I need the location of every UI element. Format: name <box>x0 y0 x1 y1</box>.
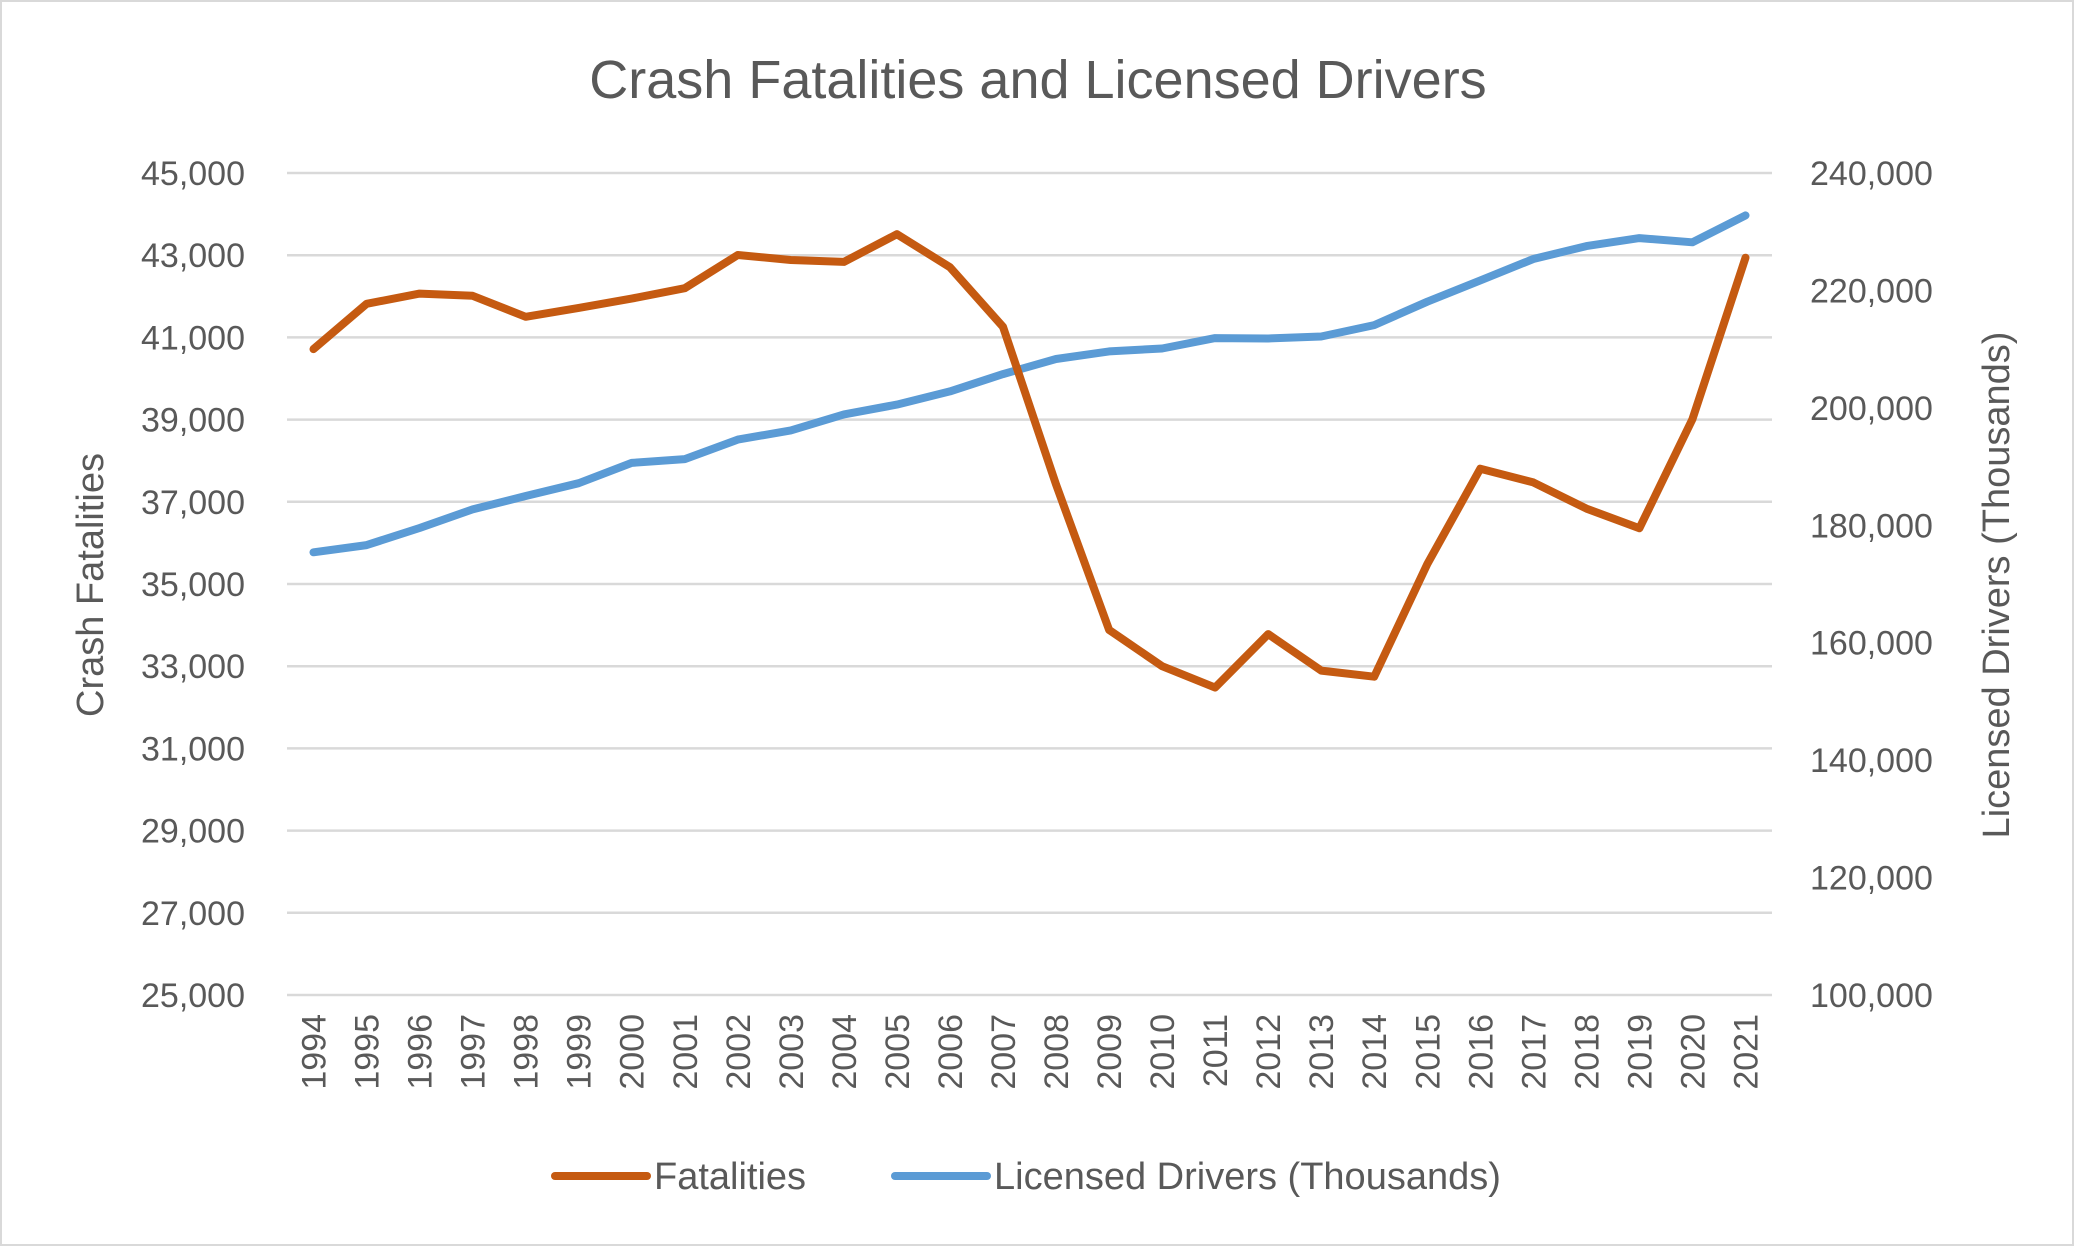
x-tick-label: 2010 <box>1144 1014 1182 1090</box>
left-tick-label: 33,000 <box>141 648 245 686</box>
x-tick-label: 2009 <box>1091 1014 1129 1090</box>
left-tick-label: 39,000 <box>141 402 245 440</box>
left-tick-label: 29,000 <box>141 813 245 851</box>
right-tick-label: 180,000 <box>1810 507 1933 545</box>
right-tick-label: 120,000 <box>1810 860 1933 898</box>
legend: Fatalities Licensed Drivers (Thousands) <box>551 1156 1501 1198</box>
x-axis-ticks: 1994 1995 1996 1997 1998 1999 2000 2001 2002 2003… <box>296 1014 1766 1090</box>
x-tick-label: 2005 <box>879 1014 917 1090</box>
x-tick-label: 2018 <box>1568 1014 1606 1090</box>
x-tick-label: 2021 <box>1727 1014 1765 1090</box>
x-tick-label: 2001 <box>667 1014 705 1090</box>
left-axis-ticks: 45,000 43,000 41,000 39,000 37,000 35,000 33,0… <box>141 155 245 1015</box>
x-tick-label: 2006 <box>932 1014 970 1090</box>
x-tick-label: 2003 <box>773 1014 811 1090</box>
right-tick-label: 220,000 <box>1810 272 1933 310</box>
gridlines <box>287 171 1772 997</box>
left-tick-label: 45,000 <box>141 155 245 193</box>
x-tick-label: 2007 <box>985 1014 1023 1090</box>
left-axis-title: Crash Fatalities <box>70 453 112 717</box>
x-tick-label: 2012 <box>1250 1014 1288 1090</box>
series-lines <box>309 211 1750 692</box>
x-tick-label: 2004 <box>826 1014 864 1090</box>
right-tick-label: 240,000 <box>1810 155 1933 193</box>
x-tick-label: 1996 <box>402 1014 440 1090</box>
x-tick-label: 2002 <box>720 1014 758 1090</box>
right-tick-label: 200,000 <box>1810 390 1933 428</box>
x-tick-label: 2017 <box>1515 1014 1553 1090</box>
right-axis-title: Licensed Drivers (Thousands) <box>1976 332 2018 839</box>
left-tick-label: 27,000 <box>141 895 245 933</box>
left-tick-label: 43,000 <box>141 237 245 275</box>
left-tick-label: 37,000 <box>141 484 245 522</box>
left-tick-label: 35,000 <box>141 566 245 604</box>
x-tick-label: 2011 <box>1197 1014 1235 1087</box>
x-tick-label: 1998 <box>508 1014 546 1090</box>
left-tick-label: 31,000 <box>141 730 245 768</box>
x-tick-label: 1997 <box>455 1014 493 1090</box>
x-tick-label: 1994 <box>296 1014 334 1090</box>
x-tick-label: 2019 <box>1621 1014 1659 1090</box>
x-tick-label: 2015 <box>1409 1014 1447 1090</box>
x-tick-label: 2020 <box>1674 1014 1712 1090</box>
chart-title: Crash Fatalities and Licensed Drivers <box>589 50 1486 110</box>
right-tick-label: 160,000 <box>1810 625 1933 663</box>
right-tick-label: 100,000 <box>1810 977 1933 1015</box>
x-tick-label: 1999 <box>561 1014 599 1090</box>
x-tick-label: 1995 <box>349 1014 387 1090</box>
x-tick-label: 2016 <box>1462 1014 1500 1090</box>
left-tick-label: 41,000 <box>141 319 245 357</box>
left-tick-label: 25,000 <box>141 977 245 1015</box>
x-tick-label: 2008 <box>1038 1014 1076 1090</box>
legend-label: Fatalities <box>654 1156 806 1198</box>
legend-label: Licensed Drivers (Thousands) <box>994 1156 1501 1198</box>
series-line-fatalities <box>309 230 1750 692</box>
right-tick-label: 140,000 <box>1810 742 1933 780</box>
x-tick-label: 2013 <box>1303 1014 1341 1090</box>
x-tick-label: 2000 <box>614 1014 652 1090</box>
series-line-licensed-drivers-thousands <box>309 211 1750 557</box>
right-axis-ticks: 240,000 220,000 200,000 180,000 160,000 140,0… <box>1810 155 1933 1015</box>
x-tick-label: 2014 <box>1356 1014 1394 1090</box>
